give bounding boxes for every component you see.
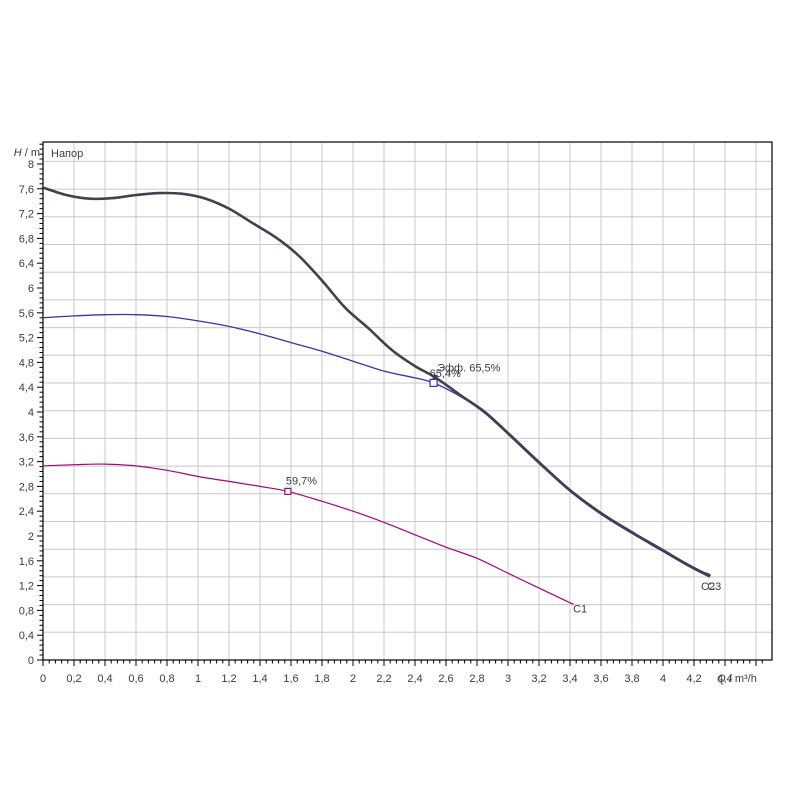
y-tick-label: 6,4 — [19, 258, 34, 270]
x-tick-label: 3,6 — [593, 673, 608, 685]
x-tick-label: 3,8 — [624, 673, 639, 685]
plot-border — [42, 141, 773, 661]
y-tick-label: 0,4 — [19, 630, 34, 642]
curve-end-label-c1: C1 — [573, 603, 587, 615]
y-tick-label: 2,4 — [19, 506, 34, 518]
operating-point-c3-marker[interactable] — [432, 374, 438, 380]
y-tick-label: 0 — [28, 655, 34, 667]
y-tick-label: 5,2 — [19, 333, 34, 345]
grid — [43, 142, 772, 660]
x-tick-label: 0,4 — [97, 673, 112, 685]
y-axis-labels: 0 0,4 0,8 1,2 1,6 2 2,4 2,8 3,2 3,6 4 4,4 4,8 5,2 5,6 6… — [19, 159, 34, 667]
y-tick-label: 7,6 — [19, 184, 34, 196]
y-tick-label: 3,6 — [19, 432, 34, 444]
operating-point-c2-label: 65,4% — [430, 368, 461, 380]
operating-point-c1-label: 59,7% — [286, 475, 317, 487]
x-tick-label: 1 — [195, 673, 201, 685]
x-tick-label: 0,6 — [128, 673, 143, 685]
x-axis-unit-label: Q / m³/h — [717, 673, 757, 685]
curve-c1 — [42, 463, 574, 605]
x-tick-label: 2,4 — [407, 673, 422, 685]
operating-point-c1-marker[interactable] — [284, 487, 292, 495]
x-tick-label: 2,6 — [438, 673, 453, 685]
x-tick-label: 1,8 — [314, 673, 329, 685]
y-tick-label: 2 — [28, 531, 34, 543]
y-axis-unit-label: H / m — [14, 147, 40, 159]
x-tick-label: 3,2 — [531, 673, 546, 685]
y-tick-label: 6,8 — [19, 233, 34, 245]
chart-title: Напор — [51, 148, 83, 160]
operating-point-c3-label: Эфф. 65,5% — [437, 362, 501, 374]
x-tick-label: 4 — [660, 673, 666, 685]
y-tick-label: 3,2 — [19, 457, 34, 469]
x-tick-label: 1,2 — [221, 673, 236, 685]
x-axis-labels: 0 0,2 0,4 0,6 0,8 1 1,2 1,4 1,6 1,8 2 2,2 2,4 2,6 2,8 3… — [40, 673, 733, 685]
y-tick-label: 5,6 — [19, 308, 34, 320]
x-tick-label: 0 — [40, 673, 46, 685]
y-tick-label: 1,2 — [19, 581, 34, 593]
curve-end-label-c2: C2 — [701, 581, 715, 593]
x-tick-label: 0,8 — [159, 673, 174, 685]
y-tick-label: 4,4 — [19, 382, 34, 394]
y-tick-label: 4 — [28, 407, 34, 419]
x-tick-label: 3 — [505, 673, 511, 685]
y-tick-label: 8 — [28, 159, 34, 171]
x-tick-label: 2,8 — [469, 673, 484, 685]
y-tick-label: 2,8 — [19, 481, 34, 493]
x-tick-label: 3,4 — [562, 673, 577, 685]
x-tick-label: 4,2 — [686, 673, 701, 685]
y-tick-label: 7,2 — [19, 209, 34, 221]
x-tick-label: 1,6 — [283, 673, 298, 685]
operating-point-c2-marker[interactable] — [429, 378, 438, 387]
curve-c3 — [41, 186, 711, 577]
axis-ticks — [37, 143, 763, 666]
x-tick-label: 4,4 — [717, 673, 732, 685]
y-tick-label: 4,8 — [19, 357, 34, 369]
y-tick-label: 0,8 — [19, 605, 34, 617]
curve-end-label-c3: C3 — [707, 581, 721, 593]
y-tick-label: 1,6 — [19, 556, 34, 568]
x-tick-label: 2 — [350, 673, 356, 685]
x-tick-label: 2,2 — [376, 673, 391, 685]
y-tick-label: 6 — [28, 283, 34, 295]
x-tick-label: 0,2 — [66, 673, 81, 685]
x-tick-label: 1,4 — [252, 673, 267, 685]
